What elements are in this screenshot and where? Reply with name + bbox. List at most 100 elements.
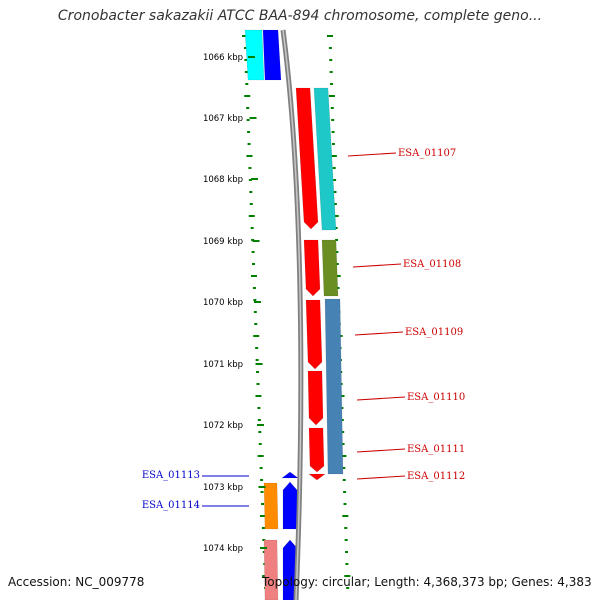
label-leader-line bbox=[352, 263, 402, 268]
grid-dot-left bbox=[253, 311, 257, 313]
gene-label-ESA_01113: ESA_01113 bbox=[142, 470, 200, 481]
gene-arrow-ESA_01112 bbox=[308, 473, 326, 481]
grid-dot-left bbox=[248, 215, 255, 217]
grid-dot-left bbox=[255, 395, 262, 397]
tick-mark bbox=[255, 363, 263, 365]
grid-dot-right bbox=[328, 95, 335, 97]
tick-label: 1069 kbp bbox=[203, 237, 243, 247]
gene-features bbox=[244, 29, 344, 600]
tick-mark bbox=[254, 301, 261, 303]
grid-dot-right bbox=[334, 227, 338, 229]
grid-dot-right bbox=[335, 263, 339, 265]
grid-dot-right bbox=[328, 47, 332, 49]
grid-dot-left bbox=[247, 143, 251, 145]
grid-dot-left bbox=[258, 443, 262, 445]
grid-dot-right bbox=[331, 131, 335, 133]
gene-labels: ESA_01107 ESA_01108 ESA_01109 ESA_01110 ESA_… bbox=[142, 148, 465, 511]
map-title: Cronobacter sakazakii ATCC BAA-894 chrom… bbox=[57, 8, 543, 24]
grid-dot-right bbox=[332, 167, 336, 169]
tick-label: 1067 kbp bbox=[203, 114, 243, 124]
grid-dot-right bbox=[344, 575, 351, 577]
grid-dot-right bbox=[344, 539, 348, 541]
grid-dot-left bbox=[252, 287, 256, 289]
gene-label-ESA_01111: ESA_01111 bbox=[407, 444, 465, 455]
tick-label: 1066 kbp bbox=[203, 53, 243, 63]
gene-arrow-ESA_01107 bbox=[295, 87, 319, 230]
grid-dot-right bbox=[330, 155, 337, 157]
tick-mark bbox=[257, 424, 264, 426]
gene-label-ESA_01114: ESA_01114 bbox=[142, 500, 200, 511]
chromosome-backbone bbox=[280, 29, 304, 600]
grid-dot-left bbox=[250, 275, 257, 277]
tick-label: 1070 kbp bbox=[203, 298, 243, 308]
grid-dot-right bbox=[333, 203, 337, 205]
cds-block-teal bbox=[313, 87, 337, 231]
grid-dot-right bbox=[330, 107, 334, 109]
accession-text: Accession: NC_009778 bbox=[8, 575, 145, 589]
grid-dot-right bbox=[327, 35, 333, 37]
grid-dot-left bbox=[260, 503, 264, 505]
grid-dot-left bbox=[262, 539, 266, 541]
gene-label-ESA_01109: ESA_01109 bbox=[405, 327, 463, 338]
grid-dot-right bbox=[343, 503, 347, 505]
label-leader-line bbox=[356, 448, 406, 453]
grid-dot-right bbox=[341, 431, 345, 433]
gene-arrow-ESA_01113 bbox=[281, 471, 299, 479]
grid-dot-left bbox=[257, 407, 261, 409]
grid-dot-left bbox=[253, 299, 257, 301]
grid-dot-right bbox=[343, 491, 347, 493]
cds-block-olive bbox=[321, 239, 339, 297]
cds-block-orange bbox=[263, 482, 279, 530]
cds-block-pink bbox=[263, 539, 279, 600]
grid-dot-left bbox=[257, 419, 261, 421]
topology-text: Topology: circular; Length: 4,368,373 bp… bbox=[262, 575, 592, 589]
grid-dot-right bbox=[340, 455, 347, 457]
grid-dot-left bbox=[244, 59, 248, 61]
grid-dot-left bbox=[251, 251, 255, 253]
grid-dot-right bbox=[330, 83, 334, 85]
grid-dot-right bbox=[345, 551, 349, 553]
label-leader-line bbox=[356, 475, 406, 480]
gene-label-ESA_01110: ESA_01110 bbox=[407, 392, 465, 403]
tick-label: 1073 kbp bbox=[203, 483, 243, 493]
grid-dot-left bbox=[258, 431, 262, 433]
grid-dot-left bbox=[249, 191, 253, 193]
backbone-highlight bbox=[282, 29, 302, 600]
grid-dot-right bbox=[340, 407, 344, 409]
gene-arrow-ESA_01109 bbox=[305, 299, 323, 370]
grid-dot-left bbox=[253, 335, 260, 337]
grid-dot-left bbox=[246, 119, 250, 121]
gene-label-ESA_01108: ESA_01108 bbox=[403, 259, 461, 270]
grid-dot-left bbox=[244, 71, 248, 73]
grid-dot-right bbox=[333, 191, 337, 193]
gene-partial-blue bbox=[262, 29, 282, 81]
grid-dot-left bbox=[246, 107, 250, 109]
grid-dot-right bbox=[331, 119, 335, 121]
gene-arrow-ESA_01108 bbox=[303, 239, 321, 297]
tick-label: 1071 kbp bbox=[203, 360, 243, 370]
grid-dot-right bbox=[342, 479, 346, 481]
grid-dot-left bbox=[255, 359, 259, 361]
grid-dot-right bbox=[336, 287, 340, 289]
grid-dot-left bbox=[250, 227, 254, 229]
gene-label-ESA_01107: ESA_01107 bbox=[398, 148, 456, 159]
grid-dot-left bbox=[249, 203, 253, 205]
tick-label: 1074 kbp bbox=[203, 544, 243, 554]
grid-dot-left bbox=[252, 263, 256, 265]
grid-dot-right bbox=[342, 467, 346, 469]
grid-dot-right bbox=[345, 563, 349, 565]
scale-ticks: 1066 kbp 1067 kbp 1068 kbp 1069 kbp 1070 kbp… bbox=[203, 53, 267, 554]
tick-mark bbox=[251, 178, 258, 180]
grid-dot-right bbox=[346, 587, 350, 589]
grid-dot-left bbox=[256, 383, 260, 385]
tick-mark bbox=[249, 117, 257, 119]
grid-dot-left bbox=[259, 515, 266, 517]
grid-dot-left bbox=[259, 467, 263, 469]
tick-mark bbox=[258, 486, 266, 488]
grid-dot-left bbox=[257, 455, 264, 457]
tick-label: 1068 kbp bbox=[203, 175, 243, 185]
grid-dot-left bbox=[246, 155, 253, 157]
cds-block-steel bbox=[324, 298, 344, 475]
grid-dot-right bbox=[341, 443, 345, 445]
gene-arrow-ESA_01111 bbox=[308, 427, 325, 473]
